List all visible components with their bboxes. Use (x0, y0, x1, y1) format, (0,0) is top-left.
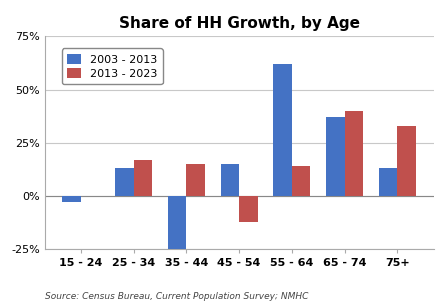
Bar (326, 117, 345, 196)
Bar (186, 164, 205, 196)
Legend: 2003 - 2013, 2013 - 2023: 2003 - 2013, 2013 - 2023 (62, 48, 163, 85)
Bar (397, 126, 416, 196)
Bar (292, 166, 310, 196)
Bar (168, 196, 186, 256)
Bar (221, 164, 239, 196)
Bar (134, 160, 152, 196)
Bar (115, 168, 134, 196)
Title: Share of HH Growth, by Age: Share of HH Growth, by Age (118, 16, 360, 31)
Bar (379, 168, 397, 196)
Text: Source: Census Bureau, Current Population Survey; NMHC: Source: Census Bureau, Current Populatio… (45, 292, 308, 301)
Bar (63, 196, 81, 202)
Bar (274, 64, 292, 196)
Bar (239, 196, 257, 222)
Bar (345, 111, 363, 196)
